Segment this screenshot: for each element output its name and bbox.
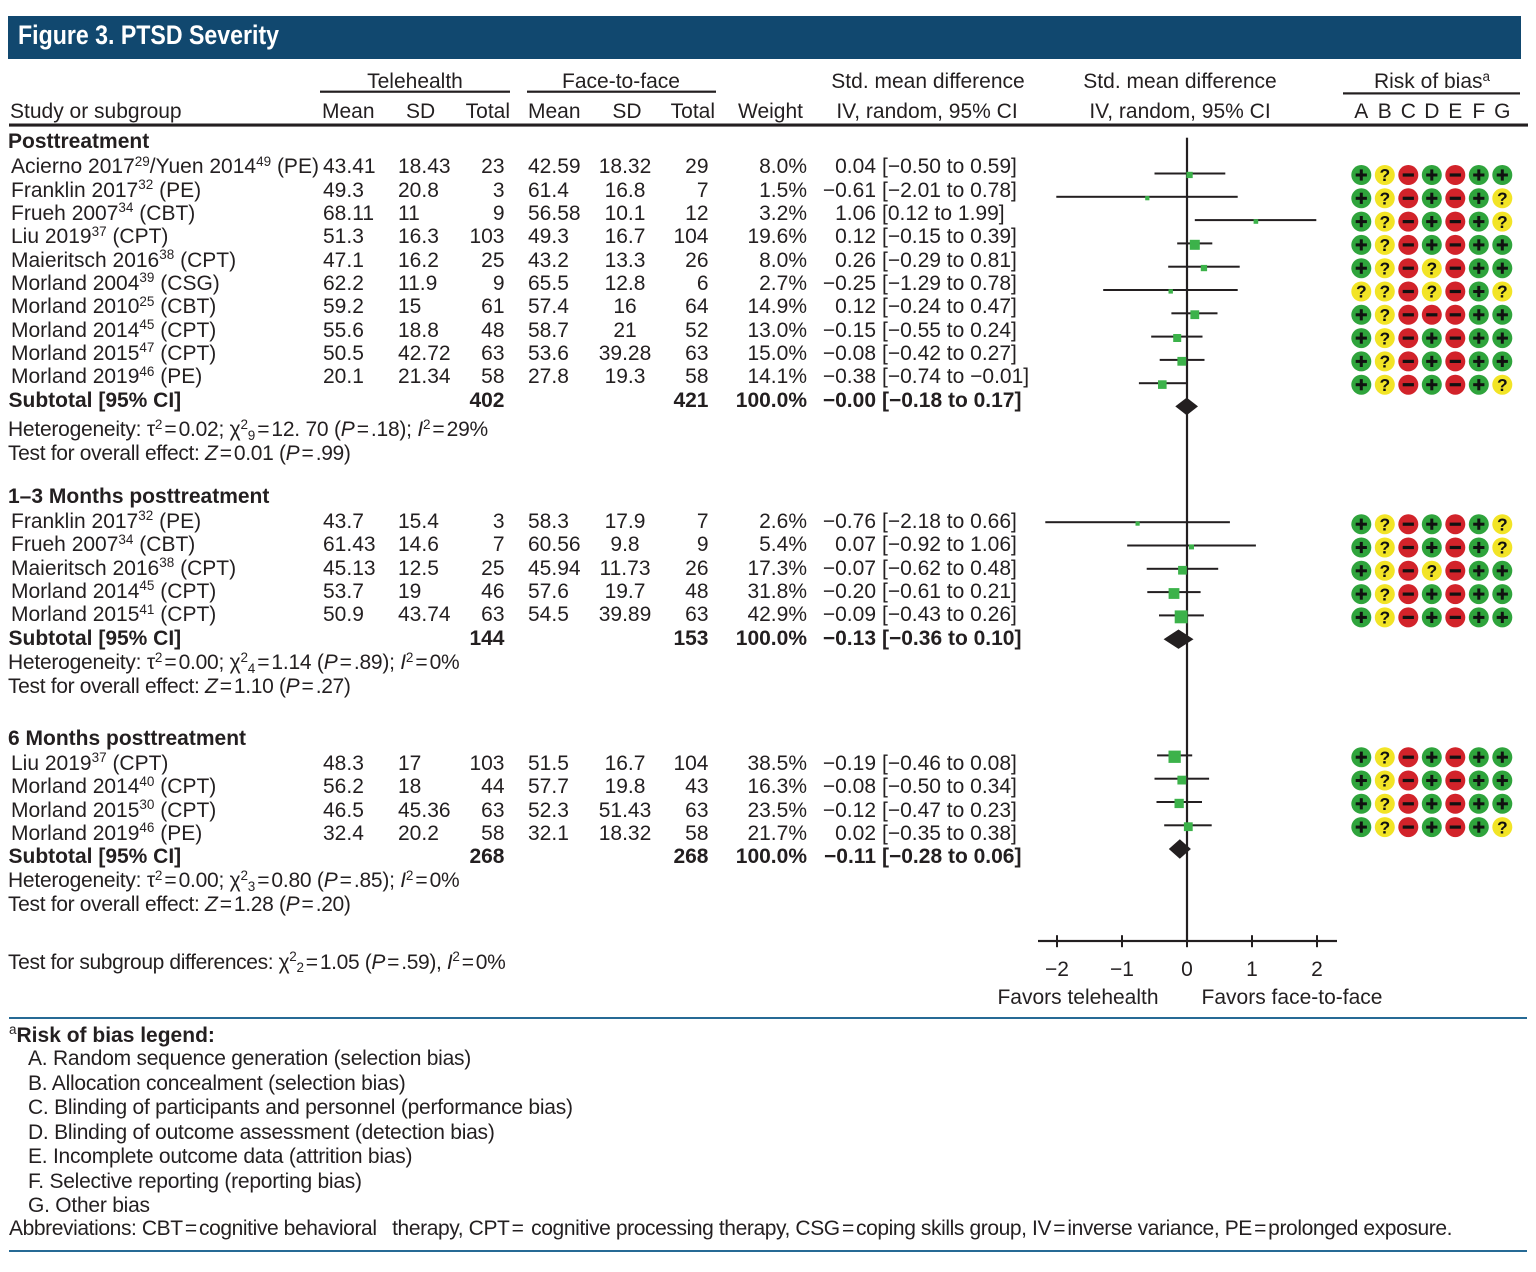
svg-text:?: ? (1379, 258, 1390, 278)
svg-text:?: ? (1379, 608, 1390, 628)
svg-text:?: ? (1379, 514, 1390, 534)
svg-text:?: ? (1426, 282, 1437, 302)
svg-text:?: ? (1379, 375, 1390, 395)
svg-text:?: ? (1497, 514, 1508, 534)
svg-text:?: ? (1379, 561, 1390, 581)
svg-text:?: ? (1497, 212, 1508, 232)
svg-text:?: ? (1426, 258, 1437, 278)
svg-text:?: ? (1379, 212, 1390, 232)
svg-text:?: ? (1379, 305, 1390, 325)
svg-text:?: ? (1379, 794, 1390, 814)
svg-text:?: ? (1497, 538, 1508, 558)
svg-text:?: ? (1379, 165, 1390, 185)
svg-text:?: ? (1497, 375, 1508, 395)
svg-text:?: ? (1379, 235, 1390, 255)
svg-text:?: ? (1379, 771, 1390, 791)
svg-text:?: ? (1497, 189, 1508, 209)
svg-text:?: ? (1379, 747, 1390, 767)
svg-text:?: ? (1379, 328, 1390, 348)
svg-text:?: ? (1379, 538, 1390, 558)
svg-text:?: ? (1497, 282, 1508, 302)
svg-text:?: ? (1379, 189, 1390, 209)
svg-text:?: ? (1379, 282, 1390, 302)
svg-text:?: ? (1426, 561, 1437, 581)
svg-text:?: ? (1379, 352, 1390, 372)
svg-text:?: ? (1379, 584, 1390, 604)
svg-text:?: ? (1356, 282, 1367, 302)
svg-text:?: ? (1379, 817, 1390, 837)
svg-text:?: ? (1497, 817, 1508, 837)
